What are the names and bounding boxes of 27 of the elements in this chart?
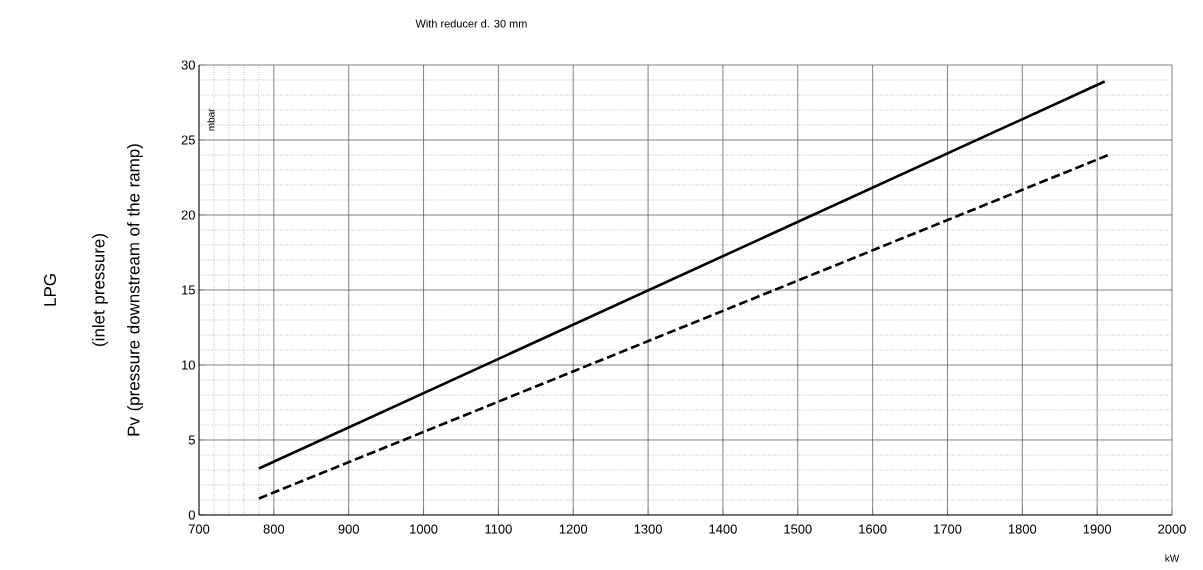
x-tick-label: 1300 (634, 524, 662, 534)
y-tick-label: 0 (188, 510, 195, 520)
x-tick-label: 800 (263, 524, 285, 534)
x-tick-label: 1500 (784, 524, 812, 534)
x-tick-label: 1000 (410, 524, 438, 534)
x-tick-label: 1400 (709, 524, 737, 534)
x-tick-label: 1100 (485, 524, 512, 534)
text: Pv (pressure downstream of the ramp) (127, 144, 143, 436)
y-tick-label: 5 (188, 435, 195, 445)
x-tick-label: 1200 (559, 524, 588, 534)
x-tick-label: 1700 (934, 524, 962, 534)
y-tick-label: 10 (182, 360, 195, 370)
y-tick-label: 15 (182, 285, 195, 295)
x-tick-label: 1800 (1008, 524, 1037, 534)
x-tick-label: 1900 (1083, 524, 1112, 534)
text: (inlet pressure) (92, 234, 108, 346)
x-axis-title: kW (1165, 554, 1180, 562)
chart-title: With reducer d. 30 mm (415, 19, 527, 28)
x-tick-label: 1600 (859, 524, 887, 534)
y-tick-label: 25 (181, 135, 195, 145)
y-tick-label: 30 (181, 60, 195, 70)
x-tick-label: 900 (338, 524, 359, 534)
y-tick-label: 20 (181, 210, 195, 220)
y-axis-title: mbar (207, 108, 215, 131)
x-tick-label: 700 (188, 524, 210, 534)
x-tick-label: 2000 (1158, 524, 1186, 534)
text: LPG (44, 274, 57, 306)
